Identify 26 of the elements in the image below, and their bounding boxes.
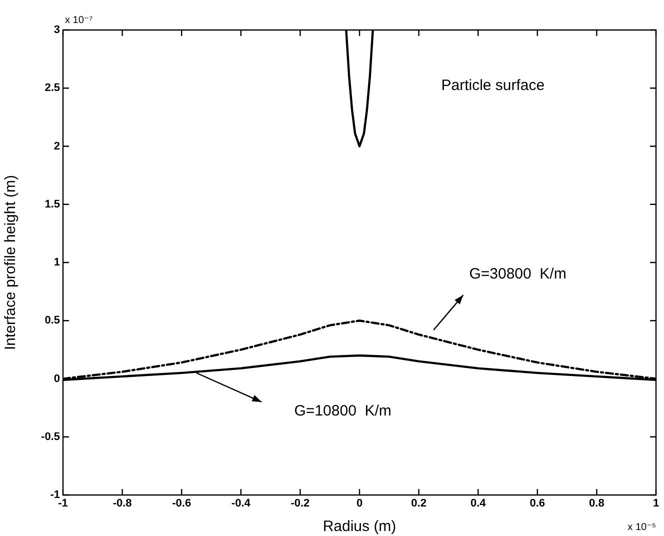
x-tick-label: -0.4 [231, 498, 252, 510]
y-tick-label: 1.5 [44, 198, 60, 210]
text: G=10800 K/m [294, 402, 392, 420]
y-tick-label: -1 [50, 489, 60, 502]
x-tick-label: -0.2 [290, 498, 310, 510]
x-tick-label: 0 [356, 498, 363, 510]
text: G=30800 K/m [469, 265, 566, 282]
y-axis-title: Interface profile height (m) [2, 174, 20, 350]
y-tick-label: 2.5 [44, 82, 60, 94]
x-tick-label: 0.4 [470, 498, 487, 510]
annotation: Particle surface [441, 76, 545, 94]
y-tick-label: 3 [54, 24, 60, 36]
y-tick-label: 1 [54, 256, 60, 269]
x-tick-label: -0.8 [112, 498, 132, 510]
x-axis-title: Radius (m) [322, 518, 396, 536]
x-tick-label: 0.2 [411, 498, 426, 510]
x-tick-label: 1 [652, 498, 660, 510]
y-tick-label: -0.5 [41, 430, 60, 443]
y-tick-label: 0 [54, 372, 60, 385]
y-tick-label: 2 [54, 140, 60, 152]
text: x 10⁻⁷ [65, 14, 94, 26]
x-tick-label: 0.6 [530, 498, 546, 510]
x-tick-label: -0.6 [172, 498, 192, 510]
text: x 10⁻⁵ [628, 522, 656, 533]
y-tick-label: 0.5 [44, 314, 60, 327]
x-tick-label: 0.8 [589, 498, 604, 510]
